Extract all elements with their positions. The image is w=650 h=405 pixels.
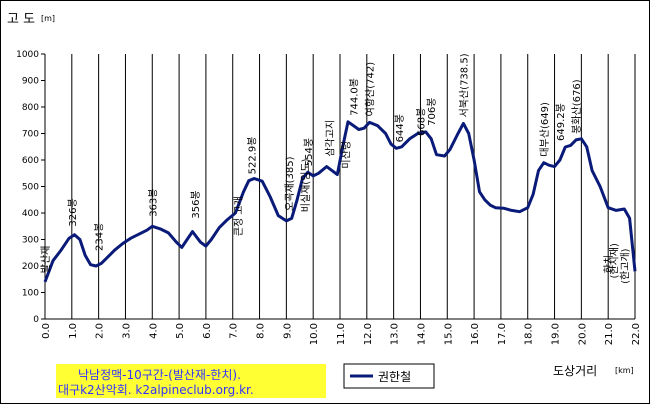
x-tick-labels: 0.0 1.0 2.0 3.0 4.0 5.0 6.0 7.0 8.0 9.0 10.0 11.0 12…: [41, 323, 642, 345]
x-tick-label: 0.0: [41, 323, 52, 339]
x-tick-label: 18.0: [524, 323, 535, 345]
x-tick-label: 14.0: [416, 323, 427, 345]
annotation-label: 326봉: [67, 198, 79, 226]
x-tick-label: 7.0: [229, 323, 240, 339]
y-tick-label: 600: [22, 156, 39, 166]
y-tick-label: 500: [22, 183, 39, 193]
annotation-label: 644봉: [394, 114, 406, 142]
annotation-label: 비실재(임도): [299, 158, 312, 212]
x-tick-label: 12.0: [363, 323, 374, 345]
y-tick-labels: 0 100 200 300 400 500 600 700 800 900 1000: [16, 50, 45, 325]
x-tick-label: 4.0: [148, 323, 159, 339]
annotation-label: 대부산(649): [539, 102, 551, 157]
x-tick-label: 2.0: [95, 323, 106, 339]
x-tick-label: 11.0: [336, 323, 347, 345]
y-tick-label: 1000: [16, 50, 39, 60]
caption-line-2: 대구k2산악회. k2alpineclub.org.kr.: [58, 383, 254, 397]
annotation-label: 706봉: [426, 98, 438, 126]
y-axis-unit: [m]: [41, 14, 55, 23]
annotation-label: 한치: [603, 255, 615, 273]
x-tick-label: 10.0: [309, 323, 320, 345]
y-tick-label: 400: [22, 209, 39, 219]
annotation-label: 554봉: [303, 138, 315, 166]
legend-label: 권한철: [378, 370, 411, 384]
x-tick-label: 6.0: [202, 323, 213, 339]
x-tick-label: 13.0: [390, 323, 401, 345]
annotation-label: 356봉: [190, 190, 202, 218]
y-axis-title: 고 도: [7, 12, 35, 27]
x-tick-label: 21.0: [604, 323, 615, 345]
x-tick-label: 22.0: [631, 323, 642, 345]
y-tick-label: 100: [22, 289, 39, 299]
annotation-label: 여항산(742): [365, 62, 377, 117]
annotation-label: 서북산(738.5): [458, 53, 470, 117]
x-tick-label: 9.0: [282, 323, 293, 339]
x-tick-label: 16.0: [470, 323, 481, 345]
y-tick-label: 800: [22, 103, 39, 113]
y-tick-label: 200: [22, 262, 39, 272]
annotation-label: (한고개): [619, 248, 631, 284]
annotation-label: 234봉: [94, 223, 106, 251]
x-tick-label: 1.0: [68, 323, 79, 339]
x-axis-unit: [km]: [615, 366, 634, 375]
annotation-label: 744.0봉: [348, 78, 360, 116]
x-tick-label: 20.0: [577, 323, 588, 345]
annotation-label: 삼각고지: [324, 120, 336, 157]
annotation-label: 522.9봉: [247, 137, 259, 175]
annotation-label: 봉화산(676): [571, 79, 583, 134]
y-tick-label: 900: [22, 77, 39, 87]
x-tick-label: 5.0: [175, 323, 186, 339]
annotation-label: 668봉: [415, 108, 427, 136]
y-tick-label: 300: [22, 236, 39, 246]
annotation-label: 발산재: [40, 246, 52, 274]
x-tick-label: 8.0: [256, 323, 267, 339]
annotation-label: 오곡재(385): [284, 156, 296, 211]
grid-lines: [44, 54, 636, 319]
caption-box: [56, 364, 326, 398]
y-tick-label: 0: [33, 315, 39, 325]
series-line-권한철: [43, 120, 637, 283]
x-tick-label: 19.0: [551, 323, 562, 345]
x-tick-label: 17.0: [497, 323, 508, 345]
y-tick-label: 700: [22, 130, 39, 140]
caption-line-1: 낙남정맥-10구간-(발산재-한치).: [78, 368, 241, 382]
x-axis-title: 도상거리: [553, 364, 597, 378]
annotation-label: 미산령: [340, 141, 352, 169]
x-tick-label: 3.0: [121, 323, 132, 339]
annotation-label: (한치재): [609, 243, 621, 279]
x-tick-label: 15.0: [443, 323, 454, 345]
annotation-label: 큰정 고개: [233, 196, 245, 236]
annotation-label: 363봉: [147, 189, 159, 217]
annotation-label: 649.2봉: [555, 103, 567, 141]
